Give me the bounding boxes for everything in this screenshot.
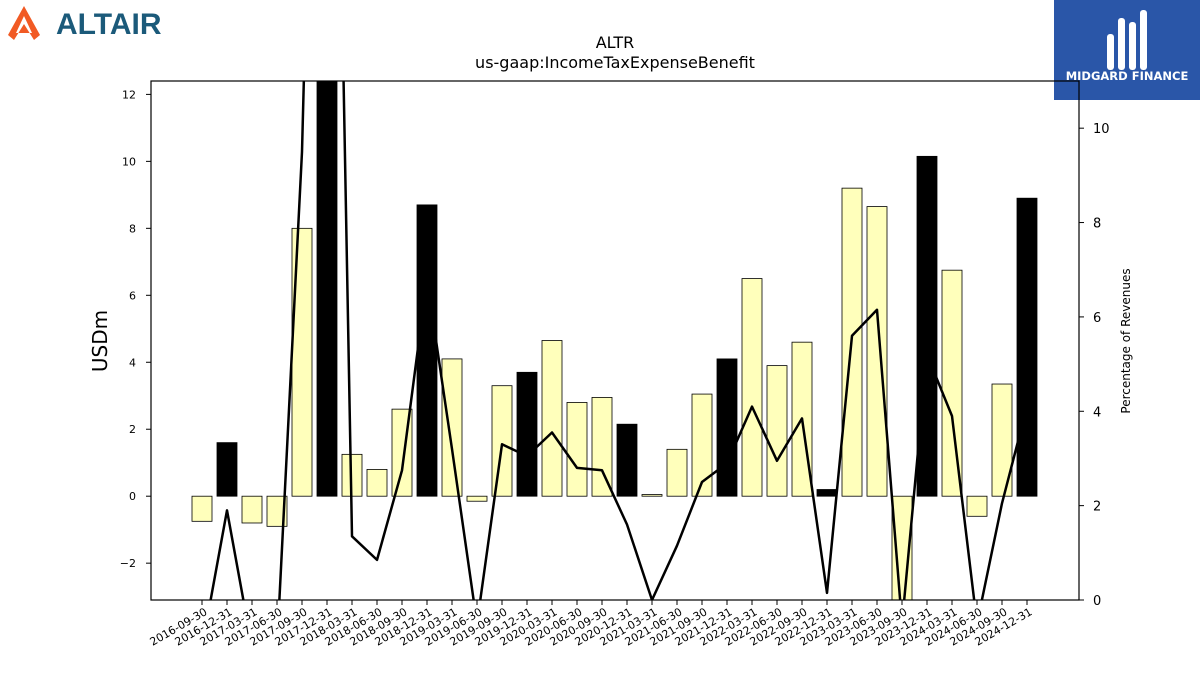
bar <box>766 365 788 497</box>
y2-tick-label: 8 <box>1093 217 1101 232</box>
bar <box>191 495 213 522</box>
y-tick-label: 10 <box>122 155 136 168</box>
brand-badge-text: MIDGARD FINANCE <box>1066 69 1189 83</box>
y-tick-label: 2 <box>129 423 136 436</box>
company-logo-mark <box>8 6 40 40</box>
bar <box>466 495 488 502</box>
y2-axis-label: Percentage of Revenues <box>1119 268 1133 413</box>
y-tick-label: 0 <box>129 490 136 503</box>
brand-badge-icon <box>1107 10 1147 70</box>
y-tick-label: −2 <box>120 557 136 570</box>
y2-tick-label: 6 <box>1093 311 1101 326</box>
bar <box>816 489 838 497</box>
bar <box>666 448 688 497</box>
y-axis-label: USDm <box>88 310 112 372</box>
y-tick-label: 4 <box>129 356 136 369</box>
bar <box>741 278 763 497</box>
chart-subtitle: us-gaap:IncomeTaxExpenseBenefit <box>475 53 755 72</box>
bar <box>616 423 638 497</box>
bar <box>416 204 438 497</box>
bar <box>491 385 513 497</box>
bar <box>266 495 288 527</box>
y2-tick-label: 4 <box>1093 405 1101 420</box>
y2-tick-label: 10 <box>1093 122 1110 137</box>
bar <box>541 340 563 497</box>
percentage-line <box>209 81 1029 600</box>
bar <box>966 495 988 517</box>
bar <box>241 495 263 524</box>
bar <box>991 383 1013 497</box>
bar <box>1016 197 1038 497</box>
bar <box>516 371 538 497</box>
bar <box>691 393 713 497</box>
company-logo-text: ALTAIR <box>56 8 162 41</box>
bar <box>316 81 338 497</box>
y-tick-label: 6 <box>129 289 136 302</box>
chart-title: ALTR <box>596 33 635 52</box>
bar <box>641 494 663 497</box>
axes: −202468101202468102016-09-302016-12-3120… <box>120 80 1110 649</box>
y2-tick-label: 0 <box>1093 594 1101 609</box>
y-tick-label: 12 <box>122 88 136 101</box>
bar <box>591 397 613 497</box>
bar <box>866 206 888 497</box>
bar-series <box>191 81 1038 600</box>
brand-badge-background <box>1054 0 1200 100</box>
bar <box>441 358 463 497</box>
bar <box>941 269 963 497</box>
bar <box>366 469 388 497</box>
bar <box>916 155 938 497</box>
y-tick-label: 8 <box>129 222 136 235</box>
bar <box>716 358 738 497</box>
y2-tick-label: 2 <box>1093 500 1101 515</box>
bar <box>566 402 588 497</box>
line-series <box>209 81 1029 600</box>
plot-frame <box>150 80 1080 601</box>
bar <box>216 442 238 497</box>
brand-badge: MIDGARD FINANCE <box>1054 0 1200 100</box>
company-logo: ALTAIR <box>8 6 162 41</box>
